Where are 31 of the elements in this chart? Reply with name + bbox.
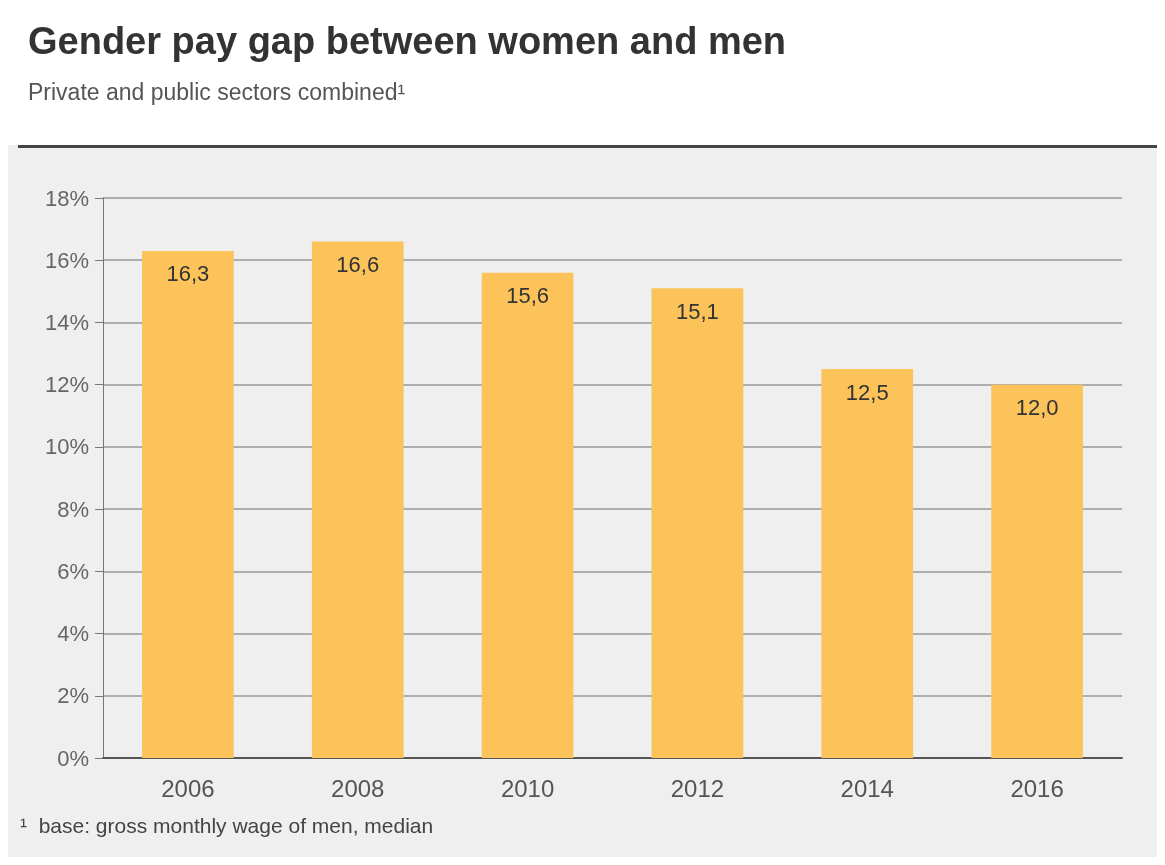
y-tick-label: 0% [57,745,89,771]
data-label: 12,0 [1015,395,1059,421]
data-label: 15,6 [506,283,549,309]
chart-title: Gender pay gap between women and men [28,20,788,63]
chart-subtitle: Private and public sectors combined¹ [28,79,407,106]
y-tick-label: 2% [57,683,89,709]
text: ¹ base: gross monthly wage of men, median [20,814,435,838]
y-tick-label: 6% [57,558,89,584]
data-label: 15,1 [676,298,719,324]
bar [821,369,914,758]
data-label: 16,6 [336,252,380,278]
bar [651,288,744,758]
bar [311,241,404,758]
data-label: 16,3 [166,261,210,287]
bar [481,272,574,758]
x-tick-label: 2016 [1010,774,1064,802]
data-label: 12,5 [845,379,889,405]
y-tick-label: 18% [44,185,89,211]
bar [991,384,1083,758]
y-tick-label: 14% [44,309,89,335]
x-tick-label: 2010 [500,774,555,802]
y-tick-label: 8% [57,496,89,522]
x-tick-label: 2006 [161,774,215,802]
bar [142,250,234,758]
y-tick-label: 4% [57,621,89,647]
y-tick-label: 12% [44,372,89,398]
x-tick-label: 2012 [670,774,725,802]
y-tick-label: 10% [44,434,89,460]
x-tick-label: 2014 [840,774,894,802]
x-tick-label: 2008 [331,774,385,802]
y-tick-label: 16% [44,247,89,273]
